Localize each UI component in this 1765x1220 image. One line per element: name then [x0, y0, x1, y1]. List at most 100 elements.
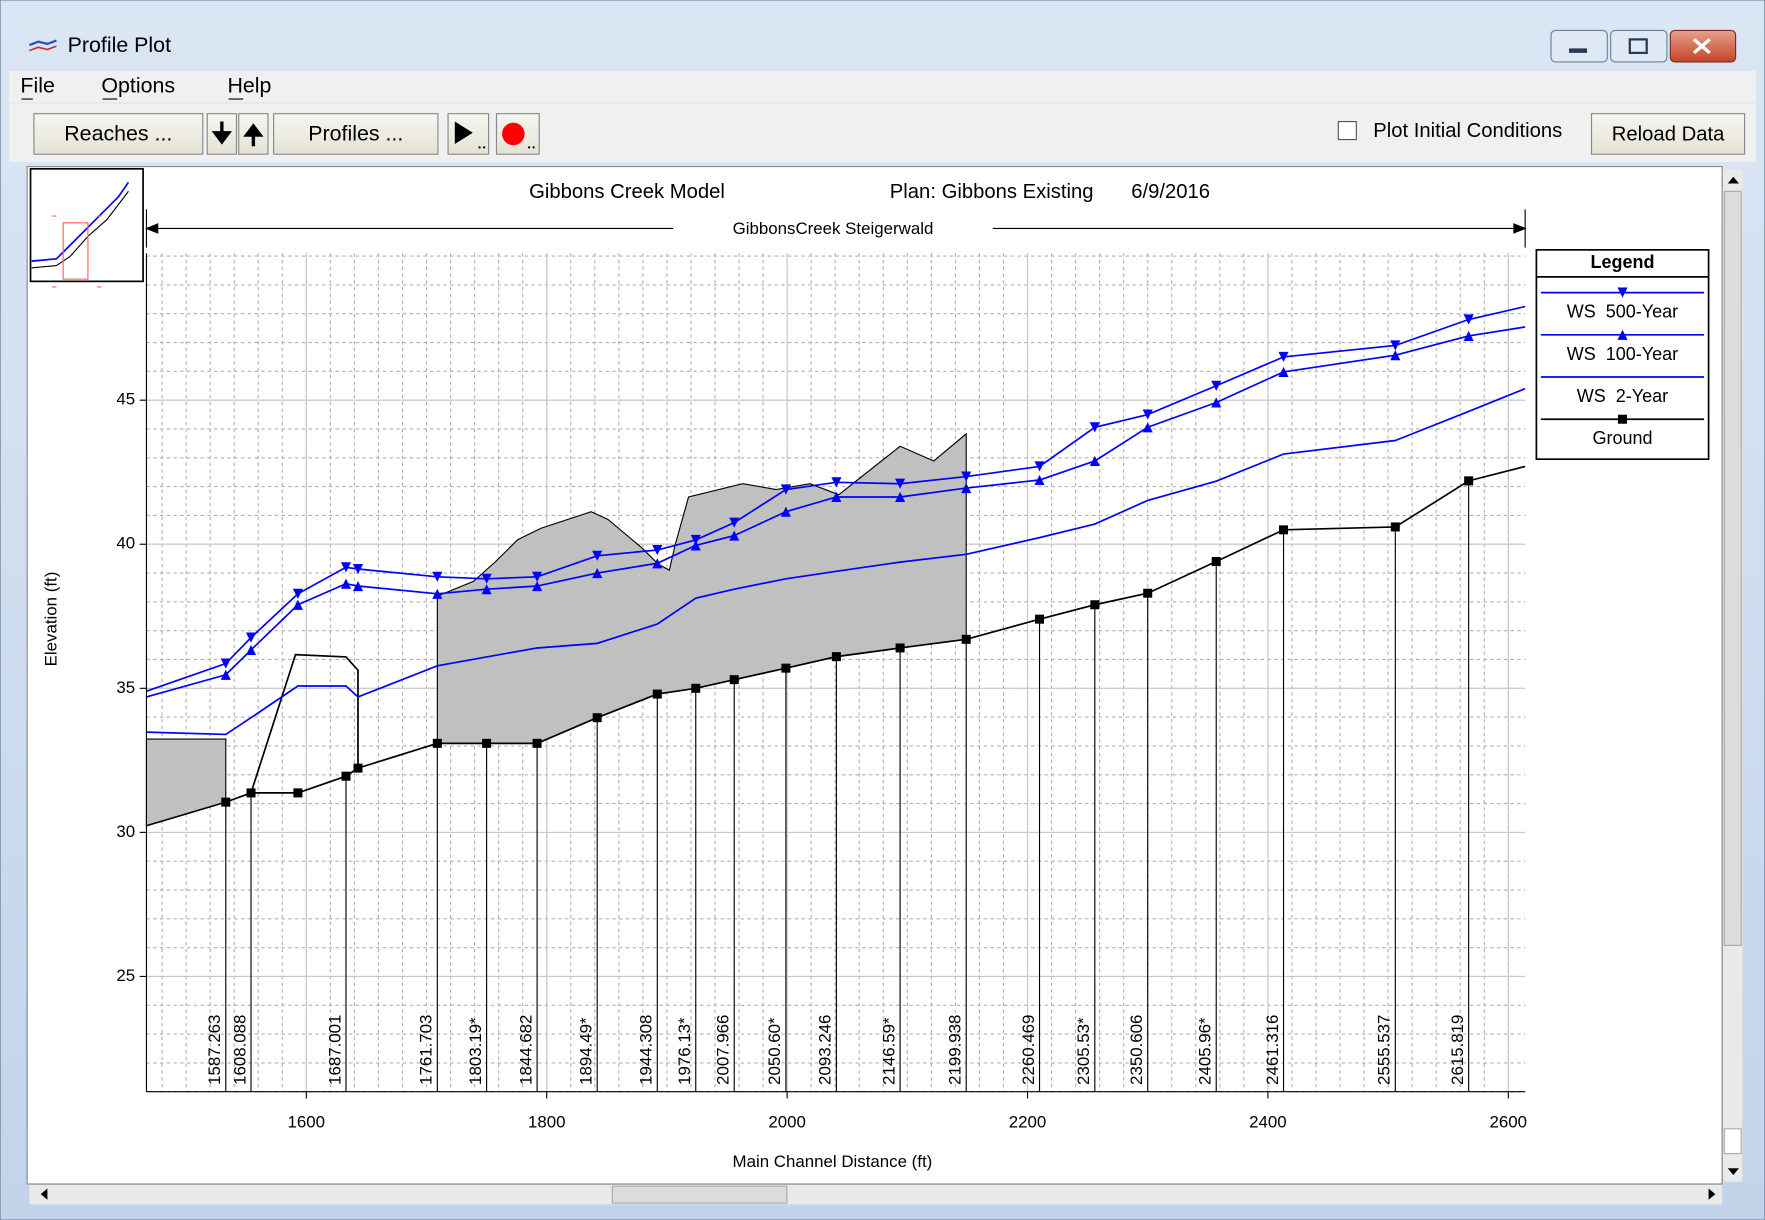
- reach-arrow: [144, 209, 1527, 248]
- marker: [592, 550, 603, 561]
- legend-label: WS 500-Year: [1567, 302, 1678, 322]
- marker: [1390, 340, 1401, 351]
- marker: [961, 482, 972, 494]
- marker: [895, 478, 906, 489]
- record-button[interactable]: [495, 113, 540, 155]
- station-label: 2146.59*: [879, 1017, 898, 1085]
- marker: [532, 738, 542, 748]
- marker: [652, 558, 663, 569]
- marker: [690, 534, 701, 545]
- close-button[interactable]: [1669, 29, 1737, 63]
- marker: [1142, 422, 1153, 433]
- initial-conditions-label: Plot Initial Conditions: [1373, 120, 1562, 142]
- marker: [1211, 397, 1222, 408]
- x-tick-label: 1800: [528, 1113, 566, 1132]
- marker: [482, 738, 492, 748]
- station-label: 1894.49*: [577, 1017, 596, 1085]
- station-label: 2555.537: [1375, 1015, 1394, 1085]
- marker: [1279, 525, 1289, 535]
- reaches-button[interactable]: [33, 113, 204, 155]
- minimize-button[interactable]: [1550, 29, 1608, 63]
- legend-label: Ground: [1592, 428, 1652, 448]
- marker: [652, 689, 662, 699]
- marker: [341, 771, 351, 781]
- marker: [1463, 314, 1474, 325]
- menu-bar: [9, 70, 1756, 103]
- marker: [1278, 366, 1289, 378]
- overview-map: [29, 167, 144, 288]
- chart-title: Gibbons Creek Model: [529, 181, 725, 203]
- station-label: 2461.316: [1263, 1015, 1282, 1085]
- menu-file[interactable]: File: [20, 73, 54, 97]
- marker: [220, 669, 231, 680]
- marker: [1463, 330, 1474, 341]
- marker: [1089, 422, 1100, 433]
- station-label: 1608.088: [230, 1015, 249, 1085]
- maximize-button[interactable]: [1610, 29, 1668, 63]
- marker: [1211, 380, 1222, 391]
- y-tick-label: 25: [116, 966, 135, 985]
- station-label: 2260.469: [1019, 1015, 1038, 1085]
- marker: [221, 797, 231, 807]
- station-label: 2405.96*: [1196, 1017, 1215, 1085]
- legend-label: WS 100-Year: [1567, 344, 1678, 364]
- marker: [532, 571, 543, 582]
- y-tick-label: 45: [116, 390, 135, 409]
- marker: [592, 713, 602, 723]
- marker: [246, 788, 256, 798]
- station-label: 2615.819: [1448, 1015, 1467, 1085]
- vertical-scrollbar[interactable]: [1723, 168, 1743, 1182]
- marker: [245, 644, 257, 656]
- legend-title: Legend: [1590, 252, 1654, 272]
- marker: [293, 788, 303, 798]
- y-tick-label: 40: [116, 534, 135, 553]
- marker: [353, 763, 363, 773]
- down-button[interactable]: [206, 113, 238, 155]
- reach-label: GibbonsCreek Steigerwald: [733, 219, 934, 238]
- marker: [352, 563, 364, 575]
- marker: [1464, 476, 1474, 486]
- x-tick-label: 2000: [768, 1113, 806, 1132]
- marker: [652, 544, 663, 556]
- y-axis-label: Elevation (ft): [41, 572, 60, 667]
- station-label: 2050.60*: [765, 1017, 784, 1085]
- station-label: 1587.263: [205, 1015, 224, 1085]
- marker: [592, 567, 603, 579]
- marker: [1617, 414, 1627, 424]
- marker: [691, 683, 701, 693]
- menu-options[interactable]: Options: [101, 73, 175, 97]
- station-label: 1844.682: [516, 1015, 535, 1085]
- plot: 1600 1800 2000 2200 2400 2600 25 30 35 40 45 1587.2…: [41, 181, 1710, 1171]
- marker: [1035, 614, 1045, 624]
- reload-button[interactable]: [1590, 113, 1746, 155]
- marker: [729, 517, 740, 528]
- menu-help[interactable]: Help: [227, 73, 271, 97]
- station-label: 1761.703: [417, 1015, 436, 1085]
- marker: [961, 634, 971, 644]
- y-tick-label: 35: [116, 678, 135, 697]
- animate-button[interactable]: [447, 113, 490, 155]
- marker: [1617, 287, 1628, 298]
- station-label: 2093.246: [816, 1015, 835, 1085]
- marker: [831, 491, 842, 503]
- marker: [781, 663, 791, 673]
- marker: [481, 573, 492, 584]
- marker: [292, 588, 303, 599]
- profiles-button[interactable]: [273, 113, 439, 155]
- y-tick-label: 30: [116, 822, 135, 841]
- marker: [1617, 329, 1628, 340]
- marker: [1034, 474, 1045, 486]
- marker: [292, 599, 303, 610]
- chart-date: 6/9/2016: [1131, 181, 1210, 203]
- marker: [1089, 455, 1100, 467]
- horizontal-scrollbar[interactable]: [29, 1185, 1723, 1205]
- marker: [352, 580, 364, 592]
- marker: [780, 506, 791, 517]
- marker: [895, 643, 905, 653]
- initial-conditions-checkbox[interactable]: [1337, 120, 1357, 141]
- profiles-button-label: Profiles ...: [308, 122, 403, 146]
- chart-plan: Plan: Gibbons Existing: [890, 181, 1094, 203]
- marker: [1034, 461, 1045, 472]
- up-button[interactable]: [238, 113, 269, 155]
